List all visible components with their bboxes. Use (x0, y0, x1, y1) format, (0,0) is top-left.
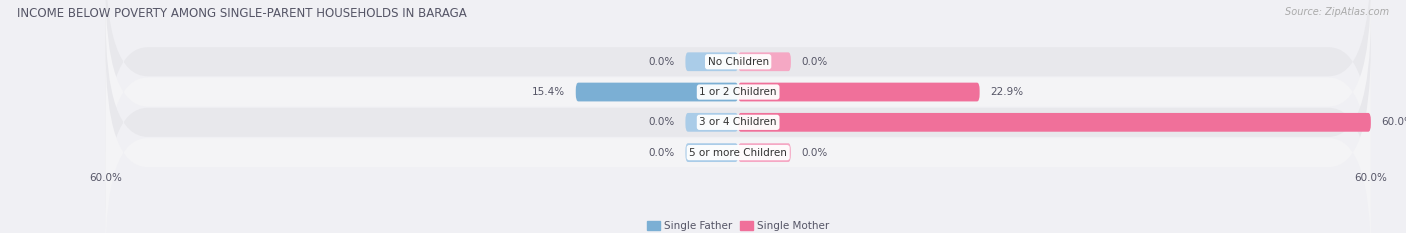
Text: 1 or 2 Children: 1 or 2 Children (699, 87, 778, 97)
Text: 0.0%: 0.0% (648, 148, 675, 158)
FancyBboxPatch shape (686, 113, 738, 132)
Text: INCOME BELOW POVERTY AMONG SINGLE-PARENT HOUSEHOLDS IN BARAGA: INCOME BELOW POVERTY AMONG SINGLE-PARENT… (17, 7, 467, 20)
FancyBboxPatch shape (738, 83, 980, 101)
Text: 5 or more Children: 5 or more Children (689, 148, 787, 158)
Text: 0.0%: 0.0% (648, 117, 675, 127)
Legend: Single Father, Single Mother: Single Father, Single Mother (643, 217, 834, 233)
Text: No Children: No Children (707, 57, 769, 67)
Text: 0.0%: 0.0% (648, 57, 675, 67)
FancyBboxPatch shape (105, 0, 1371, 199)
Text: 3 or 4 Children: 3 or 4 Children (699, 117, 778, 127)
Text: 0.0%: 0.0% (801, 148, 828, 158)
FancyBboxPatch shape (686, 52, 738, 71)
Text: 22.9%: 22.9% (990, 87, 1024, 97)
FancyBboxPatch shape (738, 143, 790, 162)
Text: 15.4%: 15.4% (531, 87, 565, 97)
Text: 0.0%: 0.0% (801, 57, 828, 67)
FancyBboxPatch shape (105, 46, 1371, 233)
Text: 60.0%: 60.0% (1381, 117, 1406, 127)
FancyBboxPatch shape (105, 0, 1371, 168)
Text: Source: ZipAtlas.com: Source: ZipAtlas.com (1285, 7, 1389, 17)
FancyBboxPatch shape (576, 83, 738, 101)
FancyBboxPatch shape (686, 143, 738, 162)
FancyBboxPatch shape (738, 113, 1371, 132)
FancyBboxPatch shape (738, 52, 790, 71)
FancyBboxPatch shape (105, 16, 1371, 229)
